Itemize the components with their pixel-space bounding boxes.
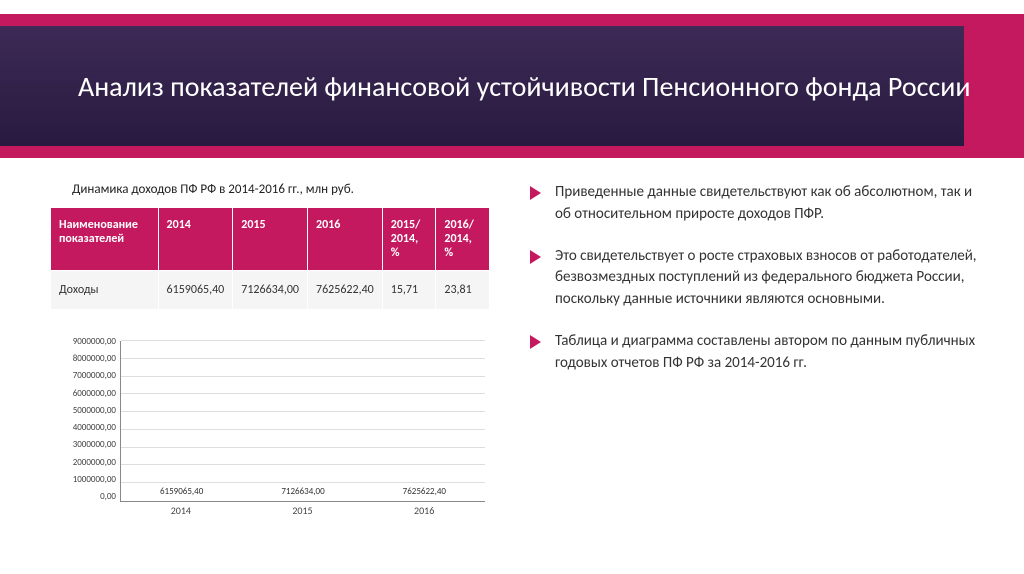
triangle-bullet-icon (530, 186, 541, 200)
chart-gridline (121, 429, 485, 430)
bar-chart: 0,00 1000000,00 2000000,00 3000000,00 400000… (50, 336, 490, 526)
chart-gridline (121, 376, 485, 377)
table-cell: 6159065,40 (158, 271, 233, 310)
bullet-text: Таблица и диаграмма составлены автором п… (555, 331, 984, 375)
list-item: Приведенные данные свидетельствуют как о… (530, 182, 984, 226)
chart-gridline (121, 482, 485, 483)
chart-bar-value-label: 6159065,40 (160, 486, 203, 497)
band-accent-right (964, 26, 1024, 146)
chart-gridline (121, 358, 485, 359)
chart-x-axis-labels: 2014 2015 2016 (120, 504, 485, 526)
chart-ytick-label: 1000000,00 (50, 474, 116, 485)
chart-ytick-label: 0,00 (50, 491, 116, 502)
bullet-text: Приведенные данные свидетельствуют как о… (555, 182, 984, 226)
chart-gridline (121, 464, 485, 465)
chart-xtick-label: 2015 (257, 504, 347, 526)
chart-bar-value-label: 7625622,40 (403, 486, 446, 497)
chart-ytick-label: 6000000,00 (50, 388, 116, 399)
table-row: Доходы 6159065,40 7126634,00 7625622,40 … (51, 271, 490, 310)
chart-xtick-label: 2016 (379, 504, 469, 526)
chart-ytick-label: 9000000,00 (50, 336, 116, 347)
table-col-header: Наименование показателей (51, 208, 159, 271)
table-col-header: 2015/ 2014, % (382, 208, 436, 271)
title-band: Анализ показателей финансовой устойчивос… (0, 0, 1024, 170)
table-col-header: 2015 (233, 208, 308, 271)
bullet-list: Приведенные данные свидетельствуют как о… (530, 182, 984, 374)
list-item: Это свидетельствует о росте страховых вз… (530, 246, 984, 311)
chart-gridline (121, 340, 485, 341)
slide-title: Анализ показателей финансовой устойчивос… (78, 69, 970, 104)
table-caption: Динамика доходов ПФ РФ в 2014-2016 гг., … (72, 182, 490, 197)
chart-gridline (121, 393, 485, 394)
band-decor-bottom (0, 146, 1024, 158)
band-decor-top (0, 14, 1024, 26)
chart-gridline (121, 447, 485, 448)
chart-y-axis-labels: 0,00 1000000,00 2000000,00 3000000,00 400000… (50, 336, 120, 502)
list-item: Таблица и диаграмма составлены автором п… (530, 331, 984, 375)
triangle-bullet-icon (530, 250, 541, 264)
income-table: Наименование показателей 2014 2015 2016 … (50, 207, 490, 310)
chart-ytick-label: 2000000,00 (50, 457, 116, 468)
table-col-header: 2014 (158, 208, 233, 271)
chart-ytick-label: 4000000,00 (50, 422, 116, 433)
table-col-header: 2016/ 2014, % (436, 208, 490, 271)
table-cell: 15,71 (382, 271, 436, 310)
table-header-row: Наименование показателей 2014 2015 2016 … (51, 208, 490, 271)
triangle-bullet-icon (530, 335, 541, 349)
table-cell: 7625622,40 (308, 271, 383, 310)
chart-xtick-label: 2014 (136, 504, 226, 526)
chart-bar-value-label: 7126634,00 (281, 486, 324, 497)
chart-ytick-label: 7000000,00 (50, 370, 116, 381)
chart-bars-container: 6159065,40 7126634,00 7625622,40 (121, 341, 485, 501)
chart-plot-area: 6159065,40 7126634,00 7625622,40 (120, 341, 485, 502)
table-cell: Доходы (51, 271, 159, 310)
table-cell: 23,81 (436, 271, 490, 310)
bullet-text: Это свидетельствует о росте страховых вз… (555, 246, 984, 311)
table-cell: 7126634,00 (233, 271, 308, 310)
chart-ytick-label: 3000000,00 (50, 439, 116, 450)
band-main: Анализ показателей финансовой устойчивос… (0, 26, 1024, 146)
chart-gridline (121, 411, 485, 412)
chart-ytick-label: 8000000,00 (50, 353, 116, 364)
table-col-header: 2016 (308, 208, 383, 271)
chart-ytick-label: 5000000,00 (50, 405, 116, 416)
